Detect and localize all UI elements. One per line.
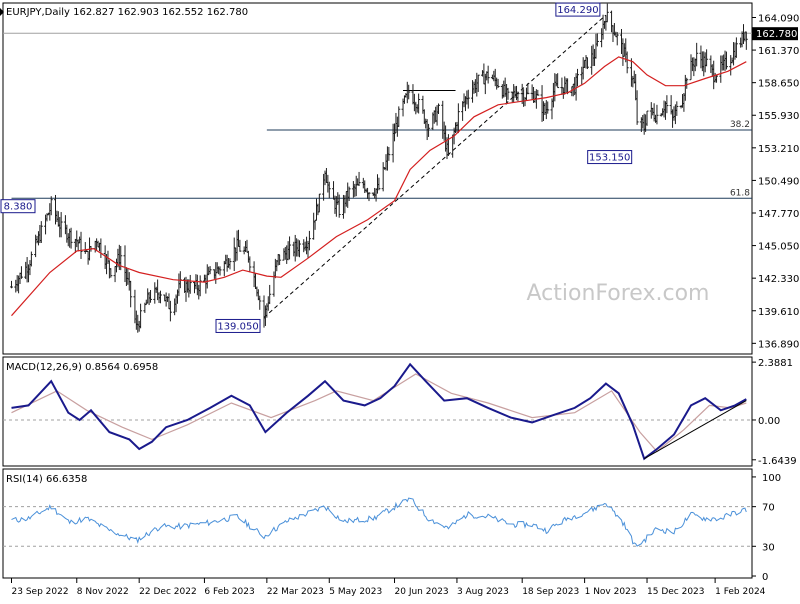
xtick-label: 1 Nov 2023 — [585, 587, 637, 597]
macd-ytick-label: -1.6439 — [758, 456, 797, 467]
pane-frame-0 — [2, 2, 753, 355]
xtick-label: 20 Jun 2023 — [395, 587, 449, 597]
xtick-label: 5 May 2023 — [329, 587, 382, 597]
xtick-label: 22 Dec 2022 — [139, 587, 197, 597]
macd-trendline — [643, 400, 747, 460]
price-ytick-label: 150.490 — [758, 176, 799, 187]
rsi-ytick-label: 70 — [762, 503, 775, 514]
last-price-tag: 162.780 — [752, 27, 798, 41]
moving-average-line — [11, 56, 747, 317]
xtick-label: 3 Aug 2023 — [457, 587, 509, 597]
price-ytick-label: 142.330 — [758, 274, 799, 285]
macd-ytick-label: 0.00 — [758, 416, 780, 427]
price-ytick-label: 158.650 — [758, 79, 799, 90]
price-ytick-label: 147.770 — [758, 209, 799, 220]
price-ytick-label: 164.090 — [758, 13, 799, 24]
xtick-label: 1 Feb 2024 — [715, 587, 766, 597]
pane-frame-1 — [2, 356, 753, 467]
watermark-text: ActionForex.com — [527, 281, 710, 306]
macd-signal-line — [11, 373, 747, 453]
price-ytick-label: 155.930 — [758, 111, 799, 122]
price-ytick-label: 145.050 — [758, 242, 799, 253]
price-label-box: 153.150 — [587, 150, 633, 165]
collapse-arrow-icon — [0, 8, 4, 16]
price-ytick-label: 153.210 — [758, 144, 799, 155]
price-label-text: 164.290 — [557, 5, 598, 16]
price-label-frame — [587, 150, 633, 165]
last-price-tag-text: 162.780 — [756, 29, 797, 40]
price-chart-title: EURJPY,Daily 162.827 162.903 162.552 162… — [6, 7, 248, 18]
macd-ytick-label: 2.3881 — [758, 358, 793, 369]
macd-title: MACD(12,26,9) 0.8564 0.6958 — [6, 362, 158, 373]
xtick-label: 22 Mar 2023 — [267, 587, 324, 597]
rsi-line — [11, 497, 747, 547]
price-label-box: 164.290 — [555, 2, 601, 17]
xtick-label: 18 Sep 2023 — [522, 587, 579, 597]
price-ytick-label: 139.610 — [758, 307, 799, 318]
price-ytick-label: 161.370 — [758, 46, 799, 57]
last-price-tag-bg — [752, 27, 798, 41]
fib-level-label: 61.8 — [730, 188, 750, 198]
rsi-ytick-label: 30 — [762, 542, 775, 553]
dashed-trendline — [263, 14, 607, 318]
rsi-ytick-label: 0 — [762, 572, 768, 583]
price-ytick-label: 136.890 — [758, 339, 799, 350]
xtick-label: 15 Dec 2023 — [647, 587, 705, 597]
price-label-frame — [555, 2, 601, 17]
pane-frame-2 — [2, 468, 753, 579]
price-label-frame — [0, 199, 36, 214]
price-label-text: 139.050 — [217, 321, 258, 332]
xtick-label: 23 Sep 2022 — [12, 587, 69, 597]
price-label-frame — [215, 318, 261, 333]
rsi-ytick-label: 100 — [762, 473, 781, 484]
price-label-text: 153.150 — [589, 153, 630, 164]
price-bars — [10, 3, 748, 333]
price-label-box: 8.380 — [0, 199, 36, 214]
macd-main-line — [11, 362, 747, 461]
xtick-label: 6 Feb 2023 — [204, 587, 254, 597]
price-label-box: 139.050 — [215, 318, 261, 333]
fib-level-label: 38.2 — [730, 120, 750, 130]
price-label-text: 8.380 — [4, 202, 33, 213]
xtick-label: 8 Nov 2022 — [77, 587, 129, 597]
rsi-title: RSI(14) 66.6358 — [6, 474, 87, 485]
